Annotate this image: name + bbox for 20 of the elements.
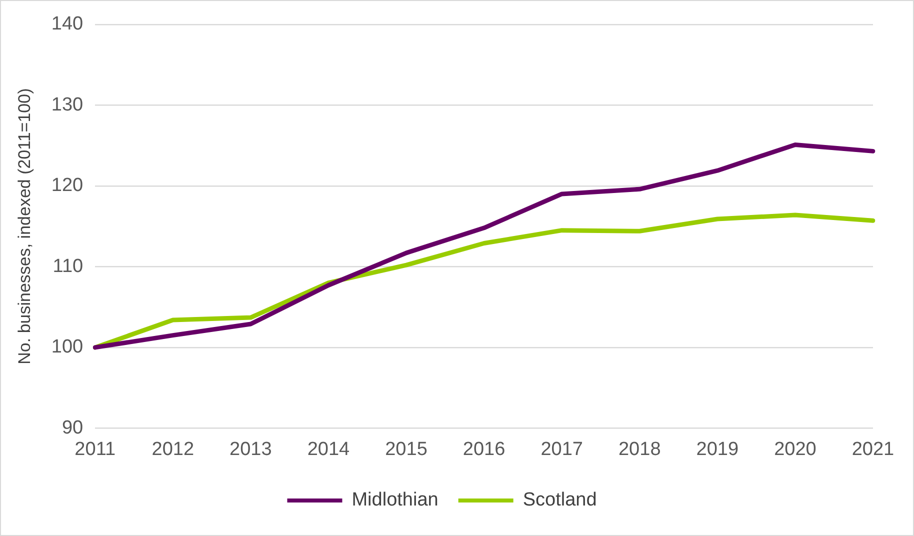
x-tick-label: 2013: [230, 438, 272, 460]
y-tick-label: 130: [51, 94, 84, 116]
y-tick-label: 100: [51, 336, 84, 358]
x-tick-label: 2014: [307, 438, 350, 460]
x-tick-label: 2021: [852, 438, 894, 460]
y-tick-label: 110: [52, 256, 84, 277]
x-tick-label: 2017: [540, 438, 583, 460]
x-tick-label: 2019: [696, 438, 739, 460]
legend-label: Midlothian: [352, 490, 438, 511]
x-tick-label: 2011: [74, 438, 116, 460]
y-tick-label: 90: [62, 417, 84, 438]
x-tick-label: 2015: [385, 438, 428, 460]
y-axis-title: No. businesses, indexed (2011=100): [14, 88, 34, 364]
x-tick-label: 2020: [774, 438, 816, 460]
legend-label: Scotland: [522, 490, 597, 511]
x-tick-label: 2016: [462, 438, 506, 460]
y-tick-label: 140: [51, 14, 84, 35]
x-tick-label: 2018: [618, 438, 661, 460]
y-tick-label: 120: [51, 175, 84, 196]
x-tick-label: 2012: [152, 438, 194, 460]
